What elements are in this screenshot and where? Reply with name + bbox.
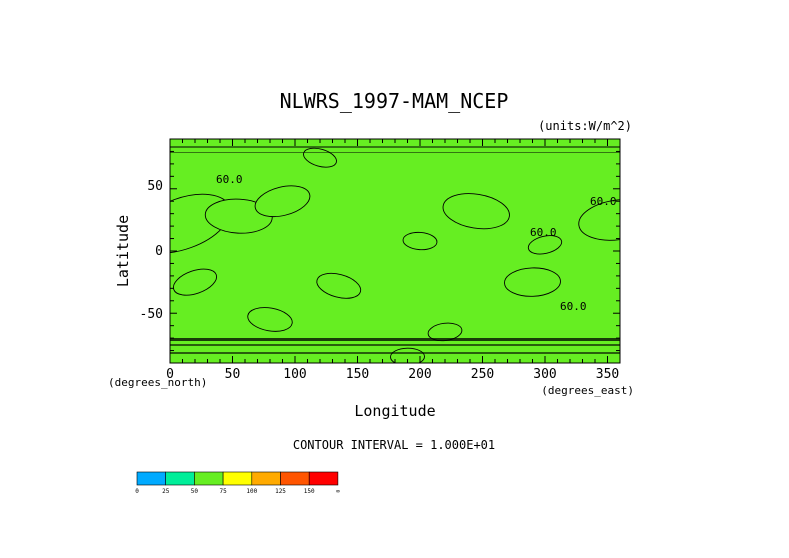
- contour-feature: [254, 185, 311, 218]
- colorbar-label: 50: [191, 488, 199, 495]
- colorbar-label: 125: [275, 488, 286, 495]
- x-tick-label: 100: [283, 367, 306, 382]
- colorbar-swatch: [222, 471, 253, 486]
- y-axis-label: Latitude: [114, 215, 132, 287]
- colorbar-swatch: [308, 471, 339, 486]
- x-tick-label: 0: [166, 367, 174, 382]
- y-tick-labels: 50 0 -50: [140, 179, 163, 322]
- contour-feature: [402, 231, 438, 251]
- colorbar-swatch: [194, 471, 224, 486]
- colorbar-label: ∞: [336, 488, 340, 495]
- contour-label: 60.0: [560, 300, 587, 313]
- x-axis-label: Longitude: [354, 402, 435, 420]
- contour-feature: [247, 307, 293, 332]
- contour-level: [402, 231, 438, 251]
- colorbar-swatch: [136, 471, 167, 486]
- chart-title: NLWRS_1997-MAM_NCEP: [280, 89, 509, 113]
- polar-band-south: [170, 338, 620, 354]
- contour-labels: 60.0 60.0 60.0 60.0: [216, 173, 617, 313]
- contour-label: 60.0: [590, 195, 617, 208]
- x-tick-label: 150: [346, 367, 369, 382]
- contour-level: [504, 267, 561, 297]
- x-tick-label: 200: [408, 367, 431, 382]
- units-label: (units:W/m^2): [538, 119, 632, 133]
- polar-band-north: [170, 146, 620, 153]
- x-tick-labels: 0 50 100 150 200 250 300 350: [166, 367, 619, 382]
- colorbar-label: 75: [219, 488, 227, 495]
- contour-feature: [527, 235, 563, 255]
- x-tick-label: 350: [596, 367, 619, 382]
- colorbar-label: 0: [135, 488, 139, 495]
- contour-level: [254, 185, 311, 218]
- y-unit-label: (degrees_north): [108, 376, 207, 389]
- contour-level: [172, 268, 218, 296]
- colorbar-label: 25: [162, 488, 170, 495]
- contour-level: [316, 272, 362, 299]
- contour-feature: [504, 267, 561, 297]
- colorbar-swatch: [251, 471, 281, 486]
- contour-level: [247, 307, 293, 332]
- contour-interval-label: CONTOUR INTERVAL = 1.000E+01: [293, 438, 495, 452]
- contour-level: [442, 193, 510, 230]
- contour-feature: [204, 198, 273, 234]
- x-tick-label: 50: [225, 367, 241, 382]
- contour-feature: [442, 193, 510, 230]
- colorbar-label: 100: [246, 488, 257, 495]
- contour-feature: [316, 272, 362, 299]
- x-unit-label: (degrees_east): [541, 384, 634, 397]
- colorbar-swatch: [280, 471, 310, 486]
- plot-area: [170, 139, 620, 363]
- colorbar: 0 25 50 75 100 125 150 ∞: [135, 471, 340, 495]
- y-tick-label: 50: [147, 179, 163, 194]
- contour-level: [578, 199, 620, 241]
- colorbar-swatch: [165, 471, 195, 486]
- y-tick-label: 0: [155, 244, 163, 259]
- colorbar-label: 150: [304, 488, 315, 495]
- contour-label: 60.0: [216, 173, 243, 186]
- contour-label: 60.0: [530, 226, 557, 239]
- contour-feature: [172, 268, 218, 296]
- contour-feature: [427, 322, 463, 342]
- axis-ticks: [169, 138, 621, 364]
- y-tick-label: -50: [140, 307, 163, 322]
- x-tick-label: 300: [533, 367, 556, 382]
- contour-feature: [578, 199, 620, 241]
- contour-level: [527, 235, 563, 255]
- x-tick-label: 250: [471, 367, 494, 382]
